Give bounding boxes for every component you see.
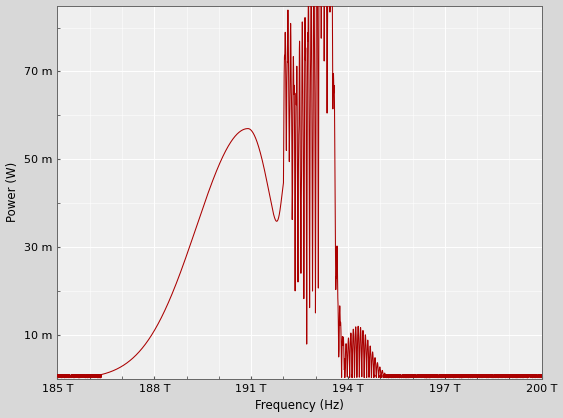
Y-axis label: Power (W): Power (W) xyxy=(6,162,19,222)
X-axis label: Frequency (Hz): Frequency (Hz) xyxy=(255,400,344,413)
